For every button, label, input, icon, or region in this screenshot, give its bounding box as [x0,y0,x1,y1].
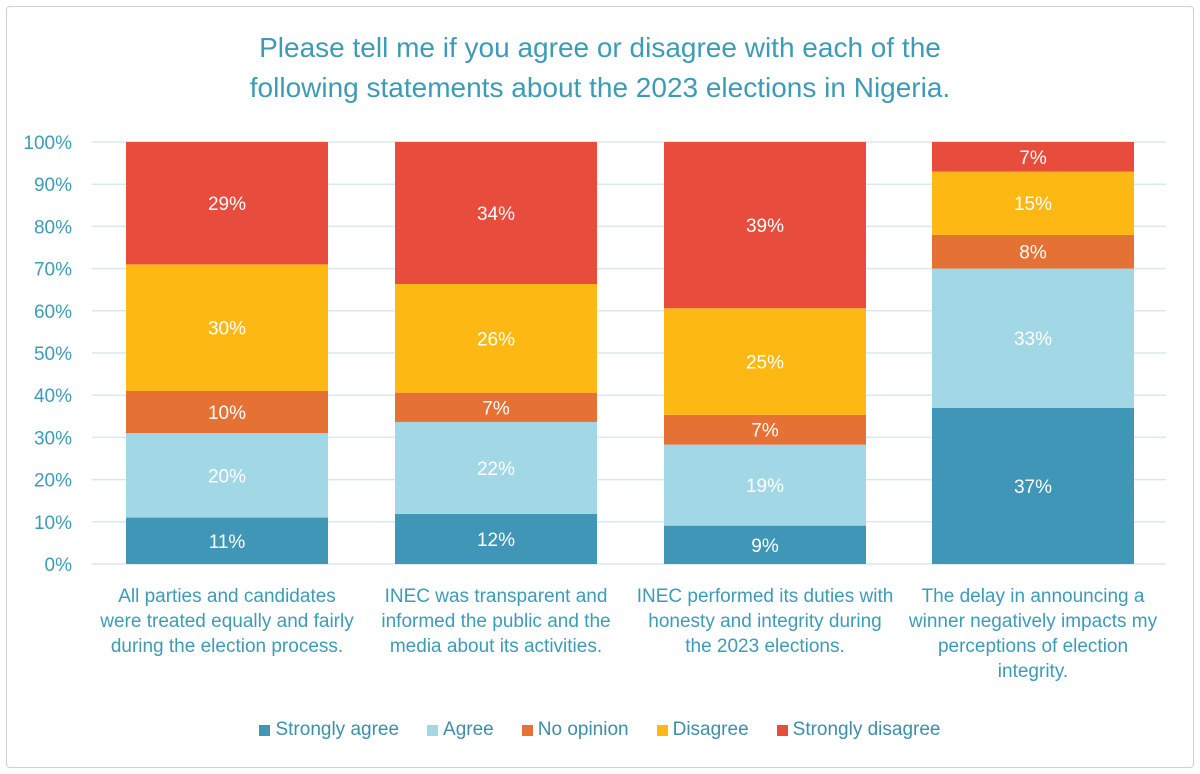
legend-label: Disagree [672,719,749,740]
bar-segment [126,517,328,564]
category-label: INEC performed its duties with honesty a… [636,586,894,657]
bar-segment [664,444,866,526]
data-label: 37% [1014,477,1052,498]
bar-segment [664,525,866,564]
bar-segment [395,284,597,393]
data-label: 19% [746,476,784,497]
data-label: 7% [1019,148,1047,169]
legend-swatch [656,724,668,736]
data-label: 29% [208,194,246,215]
data-label: 39% [746,216,784,237]
title-line-1: Please tell me if you agree or disagree … [259,32,941,63]
bar-segment [126,433,328,518]
bar-segment [932,142,1134,172]
data-label: 8% [1019,243,1047,264]
legend-swatch [259,724,271,736]
data-label: 11% [209,532,246,553]
data-label: 20% [208,466,246,487]
legend-item: Disagree [656,719,749,741]
legend-label: Agree [443,719,494,740]
chart-frame [6,6,1194,768]
legend-swatch [427,724,439,736]
bar-segment [395,421,597,514]
legend-item: Strongly agree [259,719,399,741]
y-tick-label: 90% [34,175,72,196]
chart-title: Please tell me if you agree or disagree … [0,28,1200,108]
y-tick-label: 20% [34,471,72,492]
bar-segment [395,142,597,285]
legend: Strongly agree Agree No opinion Disagree Str… [0,719,1200,741]
data-label: 15% [1014,194,1052,215]
bar-segment [932,407,1134,564]
y-tick-label: 30% [34,428,72,449]
bar-segment [664,308,866,415]
data-label: 26% [477,329,515,350]
data-label: 34% [477,204,515,225]
y-tick-label: 50% [34,344,72,365]
category-label: All parties and candidates were treated … [100,586,354,657]
data-label: 25% [746,353,784,374]
y-tick-label: 0% [45,555,73,576]
data-label: 30% [208,319,246,340]
bar-segment [126,264,328,391]
legend-label: No opinion [537,719,629,740]
bar-segment [932,171,1134,235]
legend-swatch [776,724,788,736]
legend-item: Agree [427,719,494,741]
data-label: 22% [477,459,515,480]
legend-item: No opinion [521,719,629,741]
data-label: 9% [751,536,779,557]
bar-segment [664,142,866,309]
bar-segment [932,268,1134,408]
title-line-2: following statements about the 2023 elec… [249,72,951,103]
category-label: INEC was transparent and informed the pu… [381,586,611,657]
data-label: 33% [1014,329,1052,350]
y-tick-label: 60% [34,302,72,323]
category-label: The delay in announcing a winner negativ… [908,586,1158,682]
data-label: 10% [208,403,246,424]
y-tick-label: 80% [34,217,72,238]
legend-swatch [521,724,533,736]
y-tick-label: 70% [34,260,72,281]
bar-segment [932,234,1134,269]
y-tick-label: 10% [34,513,72,534]
legend-item: Strongly disagree [776,719,941,741]
legend-label: Strongly agree [275,719,400,740]
y-tick-label: 40% [34,386,72,407]
y-tick-label: 100% [23,133,72,154]
bar-segment [395,513,597,564]
legend-label: Strongly disagree [792,719,941,740]
bar-segment [126,390,328,434]
bar-segment [126,142,328,265]
bar-segment [395,392,597,422]
data-label: 7% [482,398,510,419]
bar-segment [664,414,866,445]
data-label: 7% [751,421,779,442]
data-label: 12% [477,530,515,551]
